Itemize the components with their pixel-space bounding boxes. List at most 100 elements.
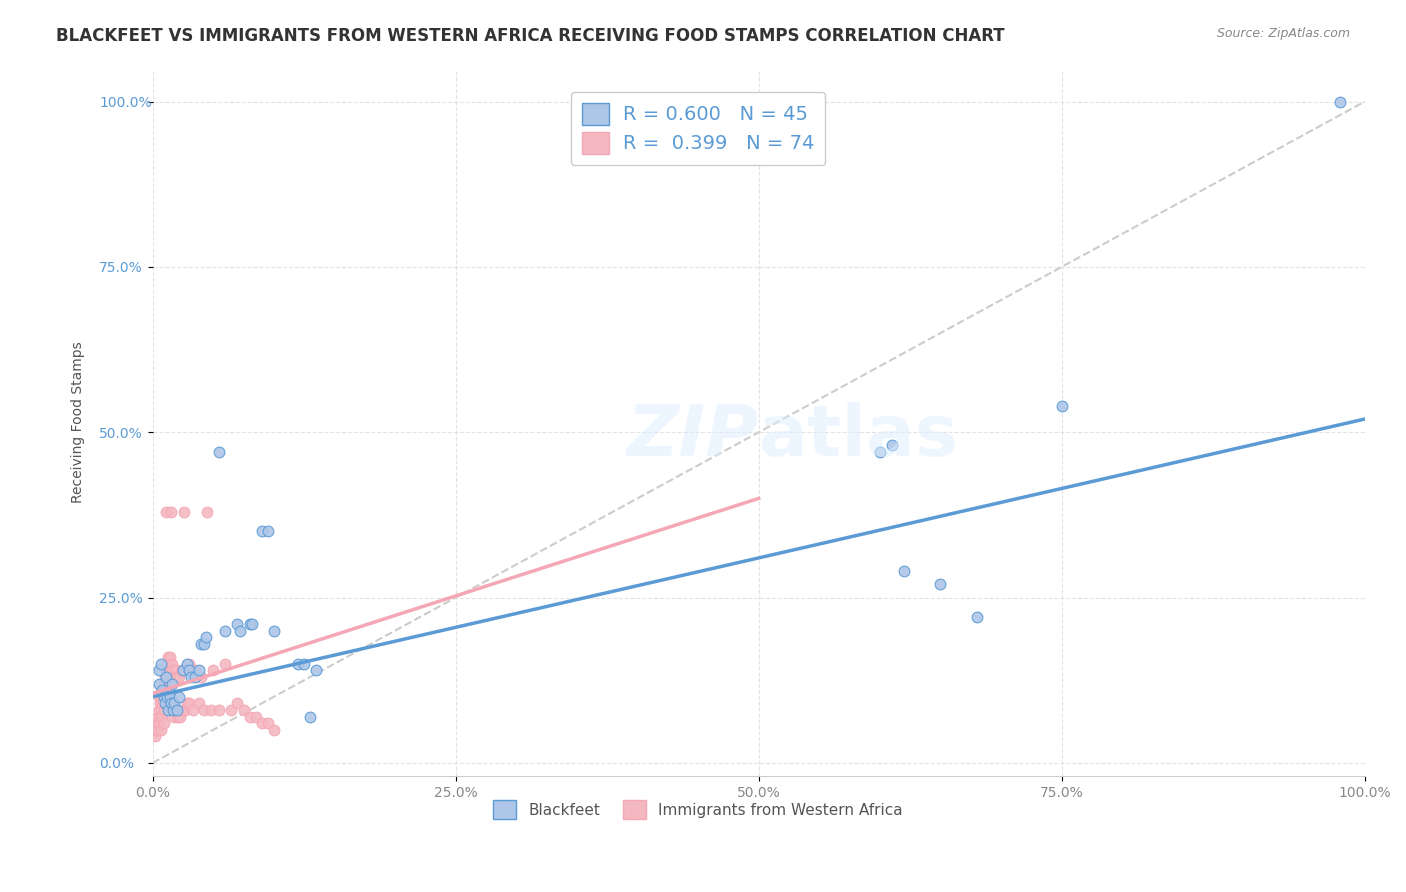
- Point: [256, 524, 278, 539]
- Point: [180, 664, 202, 678]
- Point: [148, 703, 170, 717]
- Point: [245, 709, 267, 723]
- Point: [155, 690, 177, 704]
- Point: [165, 664, 187, 678]
- Point: [869, 445, 891, 459]
- Point: [173, 505, 195, 519]
- Point: [153, 697, 176, 711]
- Point: [214, 624, 236, 638]
- Point: [169, 690, 191, 704]
- Point: [150, 723, 173, 737]
- Point: [880, 438, 903, 452]
- Point: [148, 676, 170, 690]
- Point: [250, 524, 273, 539]
- Point: [148, 716, 170, 731]
- Point: [155, 664, 177, 678]
- Point: [176, 657, 198, 671]
- Point: [180, 670, 202, 684]
- Point: [190, 637, 212, 651]
- Point: [152, 690, 174, 704]
- Point: [159, 697, 181, 711]
- Point: [157, 690, 180, 704]
- Point: [150, 709, 173, 723]
- Point: [145, 716, 167, 731]
- Point: [159, 650, 181, 665]
- Point: [163, 697, 186, 711]
- Point: [287, 657, 309, 671]
- Point: [153, 670, 176, 684]
- Point: [172, 703, 194, 717]
- Y-axis label: Receiving Food Stamps: Receiving Food Stamps: [72, 342, 86, 503]
- Point: [169, 670, 191, 684]
- Point: [170, 664, 193, 678]
- Point: [1329, 95, 1351, 109]
- Text: ZIP: ZIP: [627, 402, 759, 471]
- Point: [194, 630, 217, 644]
- Point: [157, 670, 180, 684]
- Point: [150, 690, 173, 704]
- Text: BLACKFEET VS IMMIGRANTS FROM WESTERN AFRICA RECEIVING FOOD STAMPS CORRELATION CH: BLACKFEET VS IMMIGRANTS FROM WESTERN AFR…: [56, 27, 1005, 45]
- Point: [156, 657, 179, 671]
- Point: [163, 709, 186, 723]
- Point: [177, 664, 200, 678]
- Point: [292, 657, 315, 671]
- Point: [226, 697, 249, 711]
- Point: [240, 617, 263, 632]
- Point: [148, 690, 170, 704]
- Text: Source: ZipAtlas.com: Source: ZipAtlas.com: [1216, 27, 1350, 40]
- Point: [150, 703, 173, 717]
- Point: [149, 697, 172, 711]
- Point: [177, 697, 200, 711]
- Point: [200, 703, 222, 717]
- Point: [165, 703, 187, 717]
- Point: [146, 723, 169, 737]
- Point: [176, 697, 198, 711]
- Point: [145, 723, 167, 737]
- Point: [1050, 399, 1073, 413]
- Point: [159, 676, 181, 690]
- Point: [181, 703, 204, 717]
- Point: [193, 703, 215, 717]
- Point: [263, 624, 285, 638]
- Point: [226, 617, 249, 632]
- Point: [159, 664, 181, 678]
- Point: [263, 723, 285, 737]
- Point: [184, 664, 207, 678]
- Point: [152, 690, 174, 704]
- Point: [239, 709, 262, 723]
- Point: [167, 709, 190, 723]
- Point: [208, 445, 231, 459]
- Point: [156, 697, 179, 711]
- Point: [159, 690, 181, 704]
- Point: [152, 716, 174, 731]
- Point: [149, 709, 172, 723]
- Point: [166, 703, 188, 717]
- Point: [153, 697, 176, 711]
- Point: [250, 716, 273, 731]
- Point: [150, 683, 173, 698]
- Point: [305, 664, 328, 678]
- Point: [162, 703, 184, 717]
- Point: [150, 683, 173, 698]
- Point: [146, 709, 169, 723]
- Point: [190, 670, 212, 684]
- Point: [966, 610, 988, 624]
- Point: [173, 664, 195, 678]
- Point: [160, 676, 183, 690]
- Point: [162, 664, 184, 678]
- Point: [152, 703, 174, 717]
- Point: [155, 505, 177, 519]
- Point: [172, 664, 194, 678]
- Point: [214, 657, 236, 671]
- Legend: Blackfeet, Immigrants from Western Africa: Blackfeet, Immigrants from Western Afric…: [486, 794, 910, 825]
- Point: [187, 664, 209, 678]
- Point: [143, 730, 166, 744]
- Point: [193, 637, 215, 651]
- Point: [195, 505, 218, 519]
- Point: [150, 657, 173, 671]
- Point: [177, 657, 200, 671]
- Point: [202, 664, 225, 678]
- Point: [155, 670, 177, 684]
- Point: [232, 703, 254, 717]
- Point: [153, 683, 176, 698]
